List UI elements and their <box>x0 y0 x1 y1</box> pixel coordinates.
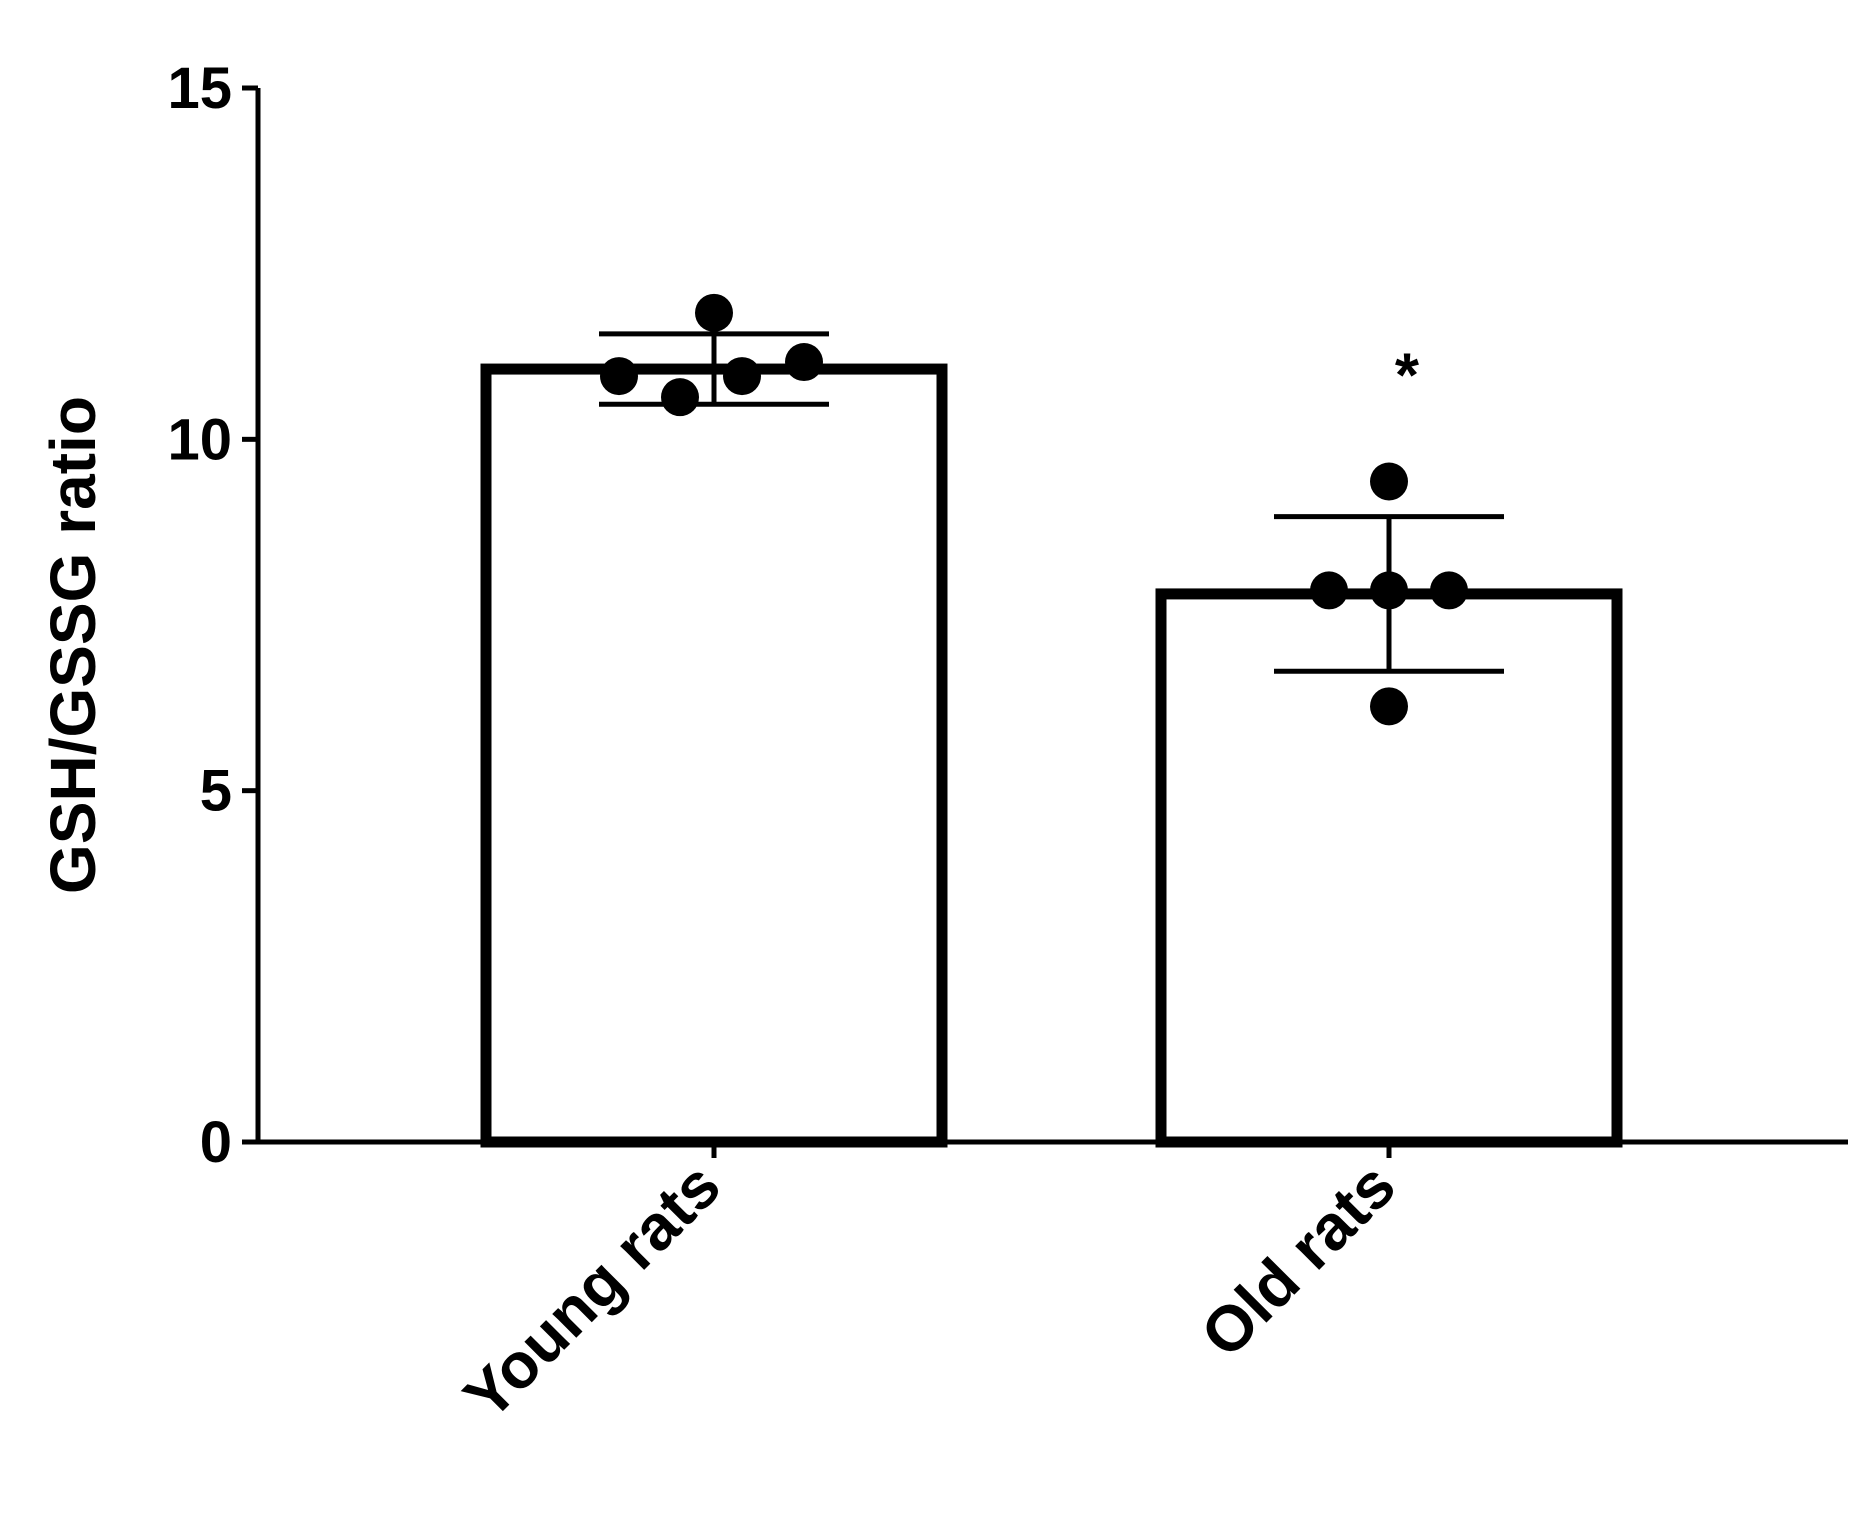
y-tick-label: 5 <box>200 759 232 824</box>
error-bars <box>599 331 1504 674</box>
data-point <box>1370 462 1408 501</box>
bars <box>480 363 1623 1148</box>
bar-old-rats <box>1155 588 1623 1148</box>
data-point <box>723 357 761 396</box>
data-points <box>600 293 1468 726</box>
significance-asterisk: * <box>1395 342 1420 411</box>
data-point <box>1310 571 1348 610</box>
y-tick-label: 0 <box>200 1110 232 1175</box>
data-point <box>661 378 699 417</box>
data-point <box>695 293 733 332</box>
data-point <box>1430 571 1468 610</box>
y-axis: 0 5 10 15 <box>167 56 261 1175</box>
x-category-label: Young rats <box>450 1149 734 1433</box>
y-tick-label: 15 <box>167 56 232 121</box>
y-tick-label: 10 <box>167 407 232 472</box>
x-category-label: Old rats <box>1187 1149 1409 1371</box>
data-point <box>1370 687 1408 726</box>
y-axis-label: GSH/GSSG ratio <box>37 396 109 894</box>
data-point <box>785 343 823 382</box>
data-point <box>600 357 638 396</box>
bar-young-rats <box>480 363 948 1148</box>
data-point <box>1370 571 1408 610</box>
